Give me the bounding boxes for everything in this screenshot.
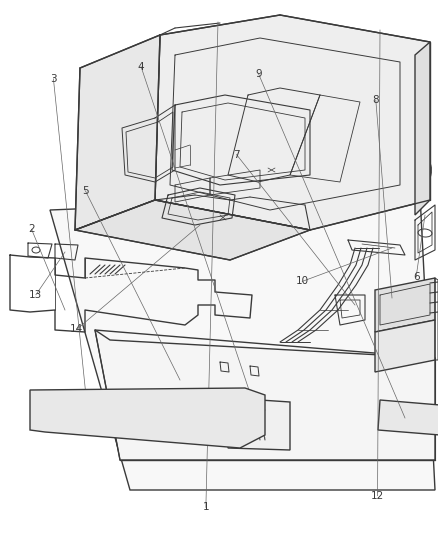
Text: 9: 9 xyxy=(255,69,262,78)
Text: 8: 8 xyxy=(372,95,379,105)
Polygon shape xyxy=(415,42,430,215)
Polygon shape xyxy=(228,398,290,450)
Text: 14: 14 xyxy=(70,325,83,334)
Text: 1: 1 xyxy=(202,503,209,512)
Text: 6: 6 xyxy=(413,272,420,282)
Text: 2: 2 xyxy=(28,224,35,234)
Polygon shape xyxy=(155,15,430,230)
Polygon shape xyxy=(30,388,265,448)
Polygon shape xyxy=(375,320,435,372)
Polygon shape xyxy=(95,330,435,460)
Polygon shape xyxy=(50,195,435,490)
Text: 7: 7 xyxy=(233,150,240,159)
Text: 13: 13 xyxy=(29,290,42,300)
Text: 5: 5 xyxy=(82,186,89,196)
Polygon shape xyxy=(75,200,310,260)
Polygon shape xyxy=(375,278,435,332)
Text: 10: 10 xyxy=(296,277,309,286)
Text: 12: 12 xyxy=(371,491,384,500)
Text: 4: 4 xyxy=(138,62,145,71)
Polygon shape xyxy=(75,35,160,230)
Polygon shape xyxy=(378,400,438,435)
Text: 3: 3 xyxy=(50,74,57,84)
